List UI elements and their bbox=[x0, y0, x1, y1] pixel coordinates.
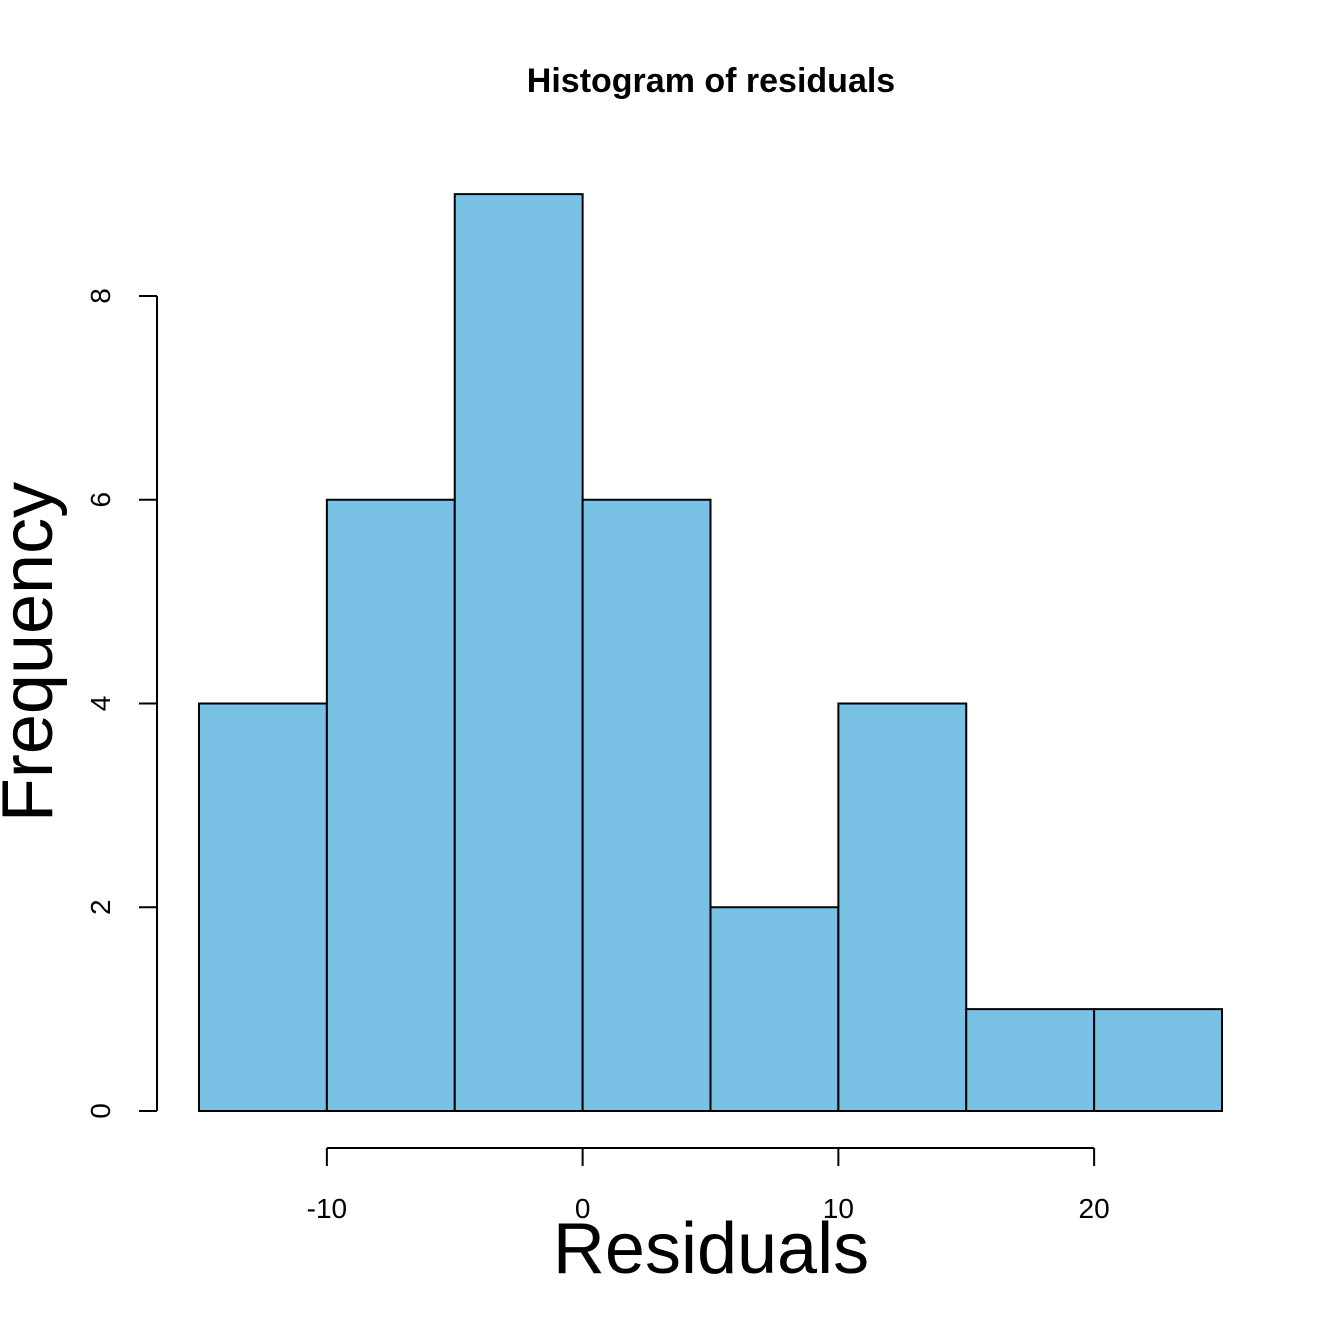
x-tick-label: -10 bbox=[307, 1193, 347, 1224]
y-tick-label: 0 bbox=[85, 1103, 116, 1119]
y-tick-label: 6 bbox=[85, 492, 116, 508]
x-tick-label: 20 bbox=[1079, 1193, 1110, 1224]
x-axis: -10 0 10 20 bbox=[307, 1147, 1110, 1224]
histogram-bar bbox=[453, 193, 584, 1112]
histogram-bar bbox=[709, 906, 840, 1112]
x-axis-label: Residuals bbox=[553, 1209, 869, 1289]
histogram-bar bbox=[1093, 1008, 1223, 1112]
histogram-bar bbox=[837, 702, 968, 1112]
y-tick-label: 2 bbox=[85, 899, 116, 915]
y-axis: 0 2 4 6 8 bbox=[85, 288, 158, 1119]
y-tick-label: 8 bbox=[85, 288, 116, 304]
bars-group bbox=[198, 193, 1223, 1112]
chart-title: Histogram of residuals bbox=[527, 62, 895, 100]
x-tick-label: 10 bbox=[823, 1193, 854, 1224]
y-tick-label: 4 bbox=[85, 696, 116, 712]
histogram-bar bbox=[198, 702, 328, 1112]
histogram-bar bbox=[581, 498, 712, 1112]
histogram-bar bbox=[325, 498, 456, 1112]
x-tick-label: 0 bbox=[575, 1193, 591, 1224]
y-axis-label: Frequency bbox=[0, 482, 68, 822]
histogram-bar bbox=[965, 1008, 1096, 1112]
